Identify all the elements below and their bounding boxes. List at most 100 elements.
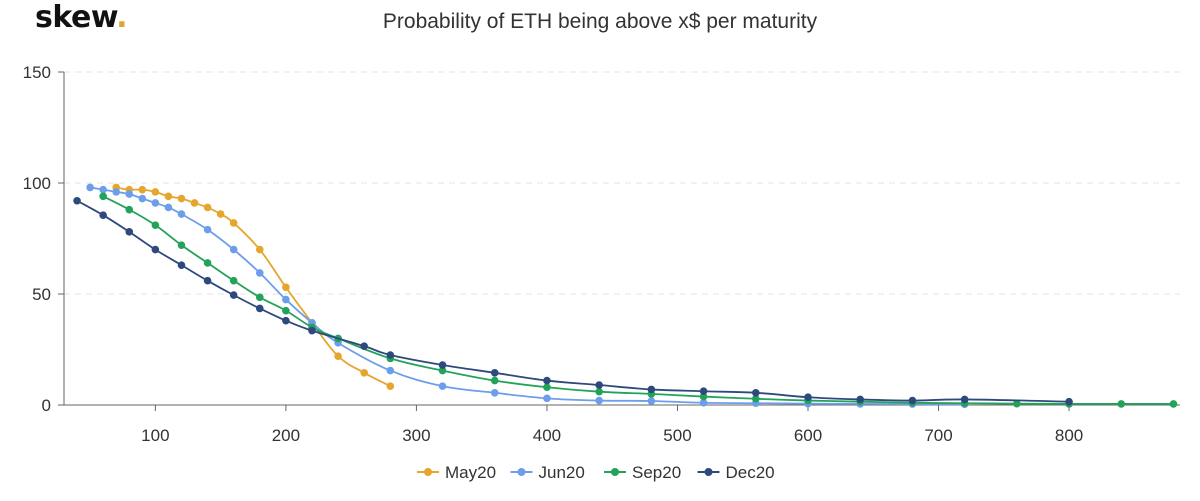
data-point-jun20 <box>125 190 134 198</box>
data-point-sep20 <box>438 366 447 375</box>
legend-label-sep20: Sep20 <box>632 463 681 482</box>
data-point-may20 <box>229 219 238 227</box>
data-point-jun20 <box>255 269 264 277</box>
data-point-jun20 <box>699 398 708 407</box>
x-tick-label: 700 <box>924 426 952 445</box>
data-point-jun20 <box>99 185 107 194</box>
data-point-may20 <box>216 210 225 218</box>
data-point-may20 <box>386 382 395 390</box>
data-point-sep20 <box>543 383 551 392</box>
data-point-jun20 <box>438 382 447 390</box>
legend-item-may20: May20 <box>417 463 496 482</box>
x-tick-label: 300 <box>402 426 430 445</box>
x-tick-label: 100 <box>141 426 169 445</box>
data-point-sep20 <box>99 192 107 201</box>
y-tick-label: 0 <box>42 396 51 415</box>
data-point-dec20 <box>751 388 760 397</box>
legend-label-may20: May20 <box>445 463 496 482</box>
legend-marker-dec20 <box>704 468 713 476</box>
data-point-may20 <box>255 245 264 254</box>
data-point-dec20 <box>99 211 107 219</box>
x-tick-label: 400 <box>533 426 561 445</box>
data-point-sep20 <box>699 392 708 401</box>
series-line-sep20 <box>102 195 1174 405</box>
data-point-sep20 <box>1013 399 1021 408</box>
data-point-dec20 <box>699 387 708 396</box>
data-point-dec20 <box>543 376 551 385</box>
legend-marker-may20 <box>424 468 432 476</box>
data-point-jun20 <box>229 245 238 254</box>
data-point-dec20 <box>908 396 917 405</box>
series-line-dec20 <box>76 199 1070 403</box>
data-point-sep20 <box>595 387 603 396</box>
x-tick-label: 200 <box>272 426 300 445</box>
data-point-sep20 <box>1169 400 1178 408</box>
chart-title: Probability of ETH being above x$ per ma… <box>382 10 818 33</box>
gridlines <box>64 71 1180 295</box>
data-point-sep20 <box>151 221 160 229</box>
series-jun20 <box>86 183 969 409</box>
series-may20 <box>112 183 395 390</box>
data-point-sep20 <box>282 306 290 315</box>
data-point-dec20 <box>125 228 134 236</box>
series-sep20 <box>99 192 1178 408</box>
data-point-jun20 <box>203 225 212 234</box>
data-point-dec20 <box>308 326 316 335</box>
axes: 0 50 100 150 100 200 300 400 500 600 700 800 <box>23 63 1180 445</box>
x-tick-label: 500 <box>663 426 691 445</box>
data-point-sep20 <box>490 376 499 385</box>
data-point-dec20 <box>804 393 812 402</box>
data-point-jun20 <box>647 397 656 405</box>
data-point-dec20 <box>151 245 160 254</box>
y-tick-label: 100 <box>23 174 51 193</box>
legend-label-jun20: Jun20 <box>539 463 585 482</box>
legend-marker-jun20 <box>517 468 526 476</box>
data-point-jun20 <box>490 388 499 397</box>
data-point-sep20 <box>1117 400 1126 408</box>
data-point-may20 <box>334 352 342 360</box>
data-point-sep20 <box>203 259 212 267</box>
data-point-jun20 <box>86 183 94 192</box>
data-point-jun20 <box>112 188 121 196</box>
data-point-jun20 <box>164 203 173 212</box>
legend: May20 Jun20 Sep20 Dec20 <box>417 463 775 482</box>
series-line-may20 <box>116 186 391 387</box>
x-tick-label: 800 <box>1055 426 1083 445</box>
x-tick-label: 600 <box>794 426 822 445</box>
data-point-dec20 <box>595 381 603 389</box>
data-point-dec20 <box>856 395 865 404</box>
data-point-dec20 <box>73 196 81 205</box>
data-point-sep20 <box>125 205 134 214</box>
data-point-dec20 <box>255 304 264 313</box>
legend-marker-sep20 <box>611 468 619 476</box>
y-tick-label: 150 <box>23 63 51 82</box>
data-point-may20 <box>203 203 212 212</box>
data-point-dec20 <box>1065 397 1073 406</box>
legend-item-sep20: Sep20 <box>604 463 681 482</box>
data-point-may20 <box>282 283 290 292</box>
data-point-jun20 <box>177 210 186 218</box>
legend-item-dec20: Dec20 <box>697 463 775 482</box>
skew-logo: skew. <box>35 0 128 35</box>
data-point-dec20 <box>229 291 238 299</box>
series-line-jun20 <box>89 186 965 406</box>
data-point-sep20 <box>751 394 760 403</box>
data-point-jun20 <box>386 366 395 375</box>
brand-name: skew <box>35 0 117 35</box>
brand-dot: . <box>116 0 128 35</box>
data-point-sep20 <box>229 276 238 285</box>
data-point-jun20 <box>151 199 160 207</box>
data-point-dec20 <box>282 316 290 325</box>
series-dec20 <box>73 196 1073 406</box>
data-point-may20 <box>360 369 369 377</box>
y-tick-label: 50 <box>32 285 51 304</box>
data-point-dec20 <box>386 351 395 359</box>
series-lines <box>73 183 1178 409</box>
data-point-jun20 <box>543 394 551 403</box>
data-point-may20 <box>138 185 147 194</box>
data-point-dec20 <box>647 385 656 394</box>
data-point-may20 <box>164 192 173 201</box>
data-point-jun20 <box>138 194 147 203</box>
data-point-sep20 <box>177 241 186 249</box>
